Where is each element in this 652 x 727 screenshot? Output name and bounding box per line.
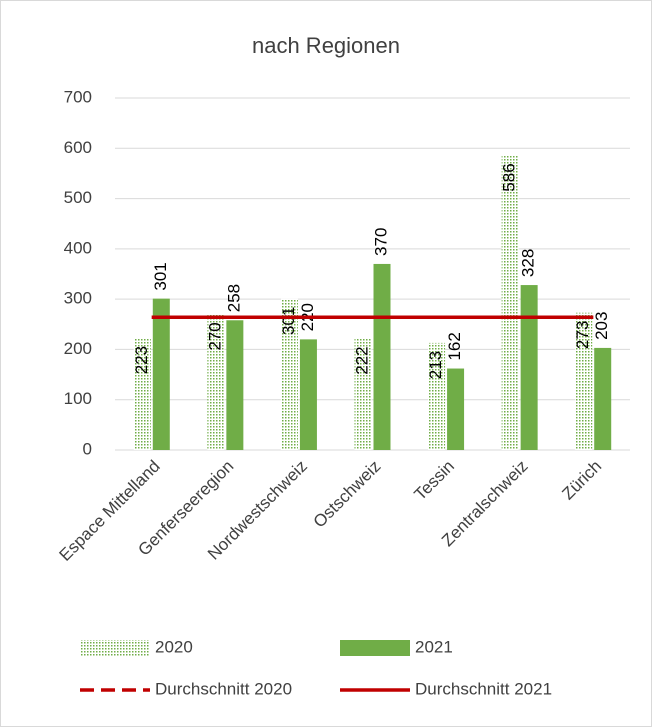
y-tick-label: 700 bbox=[64, 87, 92, 106]
bar bbox=[226, 320, 244, 450]
value-label: 203 bbox=[592, 312, 611, 340]
value-label: 328 bbox=[519, 249, 538, 277]
bar bbox=[428, 342, 446, 450]
legend-label: Durchschnitt 2020 bbox=[155, 679, 292, 698]
y-tick-label: 400 bbox=[64, 238, 92, 257]
y-tick-label: 100 bbox=[64, 389, 92, 408]
bar bbox=[152, 298, 170, 450]
bar bbox=[575, 312, 593, 450]
legend-label: 2020 bbox=[155, 637, 193, 656]
legend-swatch bbox=[340, 640, 410, 656]
value-label: 213 bbox=[426, 351, 445, 379]
value-label: 301 bbox=[151, 262, 170, 290]
value-label: 273 bbox=[573, 321, 592, 349]
legend-label: Durchschnitt 2021 bbox=[415, 679, 552, 698]
bar bbox=[447, 368, 465, 450]
bar bbox=[520, 285, 538, 450]
bar bbox=[133, 337, 151, 450]
bar bbox=[354, 338, 372, 450]
bar bbox=[207, 314, 225, 450]
y-tick-label: 600 bbox=[64, 138, 92, 157]
value-label: 370 bbox=[371, 228, 390, 256]
y-tick-label: 0 bbox=[83, 439, 92, 458]
legend-swatch bbox=[80, 640, 150, 656]
value-label: 162 bbox=[445, 332, 464, 360]
value-label: 222 bbox=[352, 346, 371, 374]
y-tick-label: 300 bbox=[64, 289, 92, 308]
value-label: 258 bbox=[224, 284, 243, 312]
value-label: 301 bbox=[279, 307, 298, 335]
bar bbox=[594, 347, 612, 450]
value-label: 586 bbox=[500, 163, 519, 191]
value-label: 223 bbox=[132, 346, 151, 374]
chart-title: nach Regionen bbox=[252, 33, 400, 58]
legend-label: 2021 bbox=[415, 637, 453, 656]
bar bbox=[373, 263, 391, 450]
y-tick-label: 200 bbox=[64, 339, 92, 358]
y-tick-label: 500 bbox=[64, 188, 92, 207]
bar bbox=[280, 298, 298, 450]
bar bbox=[501, 155, 519, 450]
value-label: 270 bbox=[205, 322, 224, 350]
bar bbox=[299, 339, 317, 450]
